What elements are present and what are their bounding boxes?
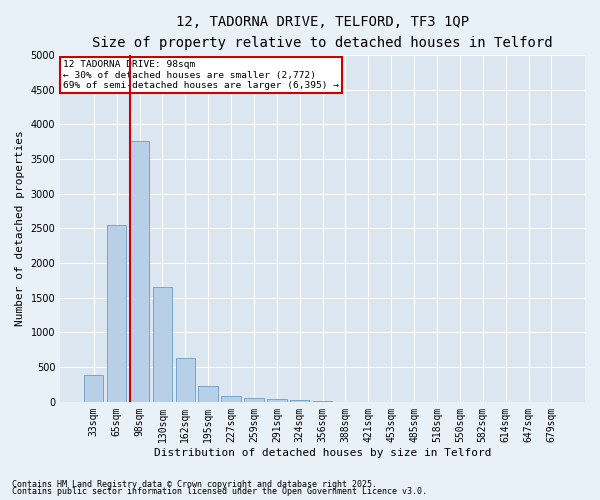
Bar	[221, 396, 241, 402]
Bar	[244, 398, 263, 402]
Bar	[152, 288, 172, 402]
Bar	[267, 399, 287, 402]
Y-axis label: Number of detached properties: Number of detached properties	[15, 130, 25, 326]
Text: 12 TADORNA DRIVE: 98sqm
← 30% of detached houses are smaller (2,772)
69% of semi: 12 TADORNA DRIVE: 98sqm ← 30% of detache…	[63, 60, 339, 90]
Bar	[290, 400, 310, 402]
Bar	[199, 386, 218, 402]
Bar	[130, 141, 149, 402]
Bar	[176, 358, 195, 402]
X-axis label: Distribution of detached houses by size in Telford: Distribution of detached houses by size …	[154, 448, 491, 458]
Bar	[84, 376, 103, 402]
Text: Contains HM Land Registry data © Crown copyright and database right 2025.: Contains HM Land Registry data © Crown c…	[12, 480, 377, 489]
Bar	[107, 225, 127, 402]
Title: 12, TADORNA DRIVE, TELFORD, TF3 1QP
Size of property relative to detached houses: 12, TADORNA DRIVE, TELFORD, TF3 1QP Size…	[92, 15, 553, 50]
Text: Contains public sector information licensed under the Open Government Licence v3: Contains public sector information licen…	[12, 488, 427, 496]
